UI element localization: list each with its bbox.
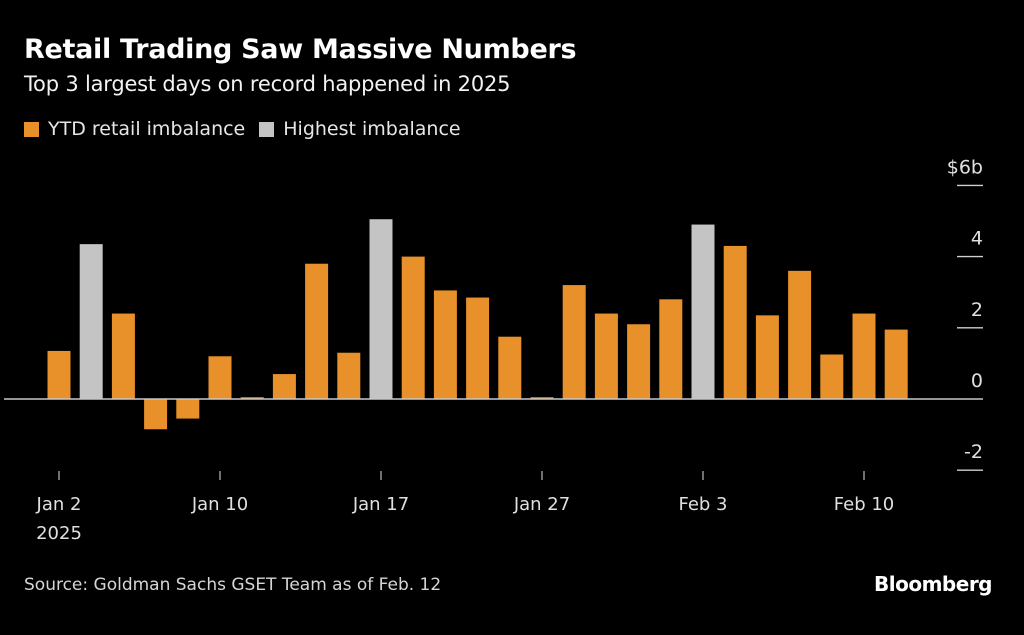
x-tick-label: Jan 17 <box>352 494 409 515</box>
y-tick-label: 4 <box>971 228 983 250</box>
legend-label-ytd: YTD retail imbalance <box>48 118 246 140</box>
legend-item-ytd: YTD retail imbalance <box>24 118 245 140</box>
chart-subtitle: Top 3 largest days on record happened in… <box>24 72 511 96</box>
bar-ytd-imbalance <box>47 350 71 399</box>
legend-item-highest: Highest imbalance <box>259 118 461 140</box>
bar-ytd-imbalance <box>594 313 618 399</box>
x-tick-label: Jan 10 <box>191 494 248 515</box>
bar-ytd-imbalance <box>884 329 908 399</box>
bar-ytd-imbalance <box>111 313 135 399</box>
bar-ytd-imbalance <box>820 354 844 399</box>
y-tick-label: -2 <box>964 441 983 463</box>
bar-ytd-imbalance <box>466 297 490 399</box>
bloomberg-logo: Bloomberg <box>874 572 992 596</box>
bar-ytd-imbalance <box>562 285 586 399</box>
bar-ytd-imbalance <box>788 270 812 399</box>
bar-highest-imbalance <box>369 219 393 399</box>
x-tick-label: Feb 10 <box>834 494 895 515</box>
x-axis: Jan 2 2025 Jan 10 Jan 17 Jan 27 Feb 3 Feb 10 <box>4 398 983 544</box>
bar-ytd-imbalance <box>208 356 232 399</box>
bar-ytd-imbalance <box>401 256 425 399</box>
legend-label-highest: Highest imbalance <box>283 118 461 140</box>
chart-title: Retail Trading Saw Massive Numbers <box>24 34 577 65</box>
bar-ytd-imbalance <box>498 336 522 399</box>
bar-ytd-imbalance <box>272 374 296 399</box>
bar-ytd-imbalance <box>144 399 168 430</box>
x-tick-label: Jan 27 <box>513 494 570 515</box>
bar-ytd-imbalance <box>755 315 779 399</box>
y-tick-label: 2 <box>971 299 983 321</box>
bar-highest-imbalance <box>79 244 103 399</box>
bar-ytd-imbalance <box>627 324 651 399</box>
bar-ytd-imbalance <box>530 397 554 399</box>
legend: YTD retail imbalance Highest imbalance <box>24 118 475 140</box>
bar-ytd-imbalance <box>240 397 264 399</box>
y-tick-label: $6b <box>947 156 983 178</box>
y-axis: -2 0 2 4 $6b <box>947 156 983 471</box>
x-tick-label: Feb 3 <box>678 494 727 515</box>
bar-ytd-imbalance <box>337 352 361 399</box>
y-tick-label: 0 <box>971 370 983 392</box>
bar-ytd-imbalance <box>305 263 329 399</box>
bars-group <box>47 219 908 430</box>
bar-ytd-imbalance <box>433 290 457 399</box>
bar-ytd-imbalance <box>659 299 683 399</box>
bar-ytd-imbalance <box>852 313 876 399</box>
legend-swatch-ytd <box>24 121 39 137</box>
x-tick-label: Jan 2 <box>36 494 82 515</box>
x-tick-sublabel: 2025 <box>36 523 82 544</box>
bar-highest-imbalance <box>691 224 715 399</box>
bar-ytd-imbalance <box>176 399 200 419</box>
bar-ytd-imbalance <box>723 245 747 399</box>
legend-swatch-highest <box>259 121 275 137</box>
source-note: Source: Goldman Sachs GSET Team as of Fe… <box>24 575 442 595</box>
